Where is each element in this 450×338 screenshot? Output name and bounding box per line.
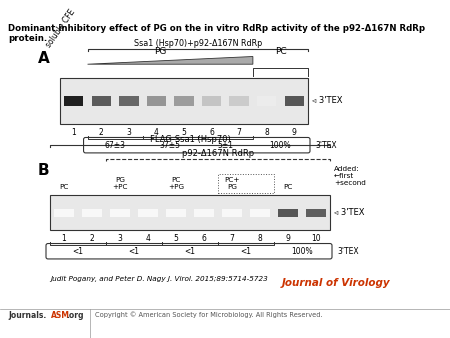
Bar bbox=[92, 96, 111, 106]
Text: Journal of Virology: Journal of Virology bbox=[281, 278, 390, 288]
Text: <1: <1 bbox=[184, 247, 195, 256]
Text: 5: 5 bbox=[181, 128, 186, 137]
Bar bbox=[64, 96, 83, 106]
Bar bbox=[250, 209, 270, 217]
Text: 67±3: 67±3 bbox=[104, 141, 126, 150]
Text: Copyright © American Society for Microbiology. All Rights Reserved.: Copyright © American Society for Microbi… bbox=[95, 311, 323, 318]
Text: 4: 4 bbox=[145, 234, 150, 243]
Bar bbox=[174, 96, 194, 106]
Text: <1: <1 bbox=[129, 247, 140, 256]
Text: 37±5: 37±5 bbox=[160, 141, 181, 150]
Text: PG: PG bbox=[154, 47, 166, 55]
Text: 1: 1 bbox=[62, 234, 67, 243]
Text: 9: 9 bbox=[292, 128, 297, 137]
Text: PC: PC bbox=[59, 184, 69, 190]
Text: 6: 6 bbox=[209, 128, 214, 137]
Text: 100%: 100% bbox=[291, 247, 313, 256]
Text: p92-Δ167N RdRp: p92-Δ167N RdRp bbox=[182, 149, 254, 158]
Bar bbox=[147, 96, 166, 106]
Text: 3'TEX: 3'TEX bbox=[315, 141, 337, 150]
Bar bbox=[202, 96, 221, 106]
Text: 2: 2 bbox=[99, 128, 104, 137]
Text: Ssa1 (Hsp70)+p92-Δ167N RdRp: Ssa1 (Hsp70)+p92-Δ167N RdRp bbox=[134, 39, 262, 48]
Text: <1: <1 bbox=[240, 247, 252, 256]
Text: <1: <1 bbox=[72, 247, 84, 256]
Text: 3: 3 bbox=[117, 234, 122, 243]
Bar bbox=[138, 209, 158, 217]
Bar bbox=[166, 209, 186, 217]
Text: PC+
PG: PC+ PG bbox=[224, 176, 240, 190]
Bar bbox=[230, 96, 249, 106]
Text: Added:
←first
+second: Added: ←first +second bbox=[334, 166, 366, 186]
Text: PG
+PC: PG +PC bbox=[112, 176, 128, 190]
Text: 5±1: 5±1 bbox=[217, 141, 234, 150]
Bar bbox=[50, 195, 330, 230]
Text: 3'TEX: 3'TEX bbox=[337, 247, 359, 256]
Text: PC: PC bbox=[274, 47, 286, 55]
Text: 7: 7 bbox=[237, 128, 242, 137]
Text: .org: .org bbox=[66, 311, 84, 320]
Text: 2: 2 bbox=[90, 234, 94, 243]
Text: Journals.: Journals. bbox=[8, 311, 46, 320]
Bar bbox=[194, 209, 214, 217]
Text: Judit Pogany, and Peter D. Nagy J. Virol. 2015;89:5714-5723: Judit Pogany, and Peter D. Nagy J. Virol… bbox=[50, 276, 268, 282]
Bar bbox=[218, 174, 274, 193]
Text: 8: 8 bbox=[264, 128, 269, 137]
Bar bbox=[257, 96, 276, 106]
Bar bbox=[306, 209, 326, 217]
Text: PC: PC bbox=[284, 184, 292, 190]
Text: 9: 9 bbox=[286, 234, 290, 243]
Bar bbox=[82, 209, 102, 217]
Text: 5: 5 bbox=[174, 234, 179, 243]
Text: 10: 10 bbox=[311, 234, 321, 243]
Bar bbox=[278, 209, 298, 217]
Text: 7: 7 bbox=[230, 234, 234, 243]
Text: 3: 3 bbox=[126, 128, 131, 137]
Text: 8: 8 bbox=[257, 234, 262, 243]
Text: 1: 1 bbox=[72, 128, 76, 137]
Text: FLAG-Ssa1 (Hsp70): FLAG-Ssa1 (Hsp70) bbox=[149, 135, 230, 144]
Text: B: B bbox=[38, 163, 50, 177]
Text: ASM: ASM bbox=[51, 311, 70, 320]
Bar bbox=[222, 209, 242, 217]
Text: soluble CFE: soluble CFE bbox=[44, 7, 77, 49]
Text: A: A bbox=[38, 51, 50, 66]
Polygon shape bbox=[88, 56, 253, 64]
Text: Dominant inhibitory effect of PG on the in vitro RdRp activity of the p92-Δ167N : Dominant inhibitory effect of PG on the … bbox=[8, 24, 425, 43]
Text: ◃ 3'TEX: ◃ 3'TEX bbox=[334, 208, 364, 217]
FancyBboxPatch shape bbox=[84, 138, 310, 153]
FancyBboxPatch shape bbox=[46, 243, 332, 259]
Text: 4: 4 bbox=[154, 128, 159, 137]
Bar bbox=[54, 209, 74, 217]
Bar bbox=[284, 96, 304, 106]
Bar bbox=[60, 78, 308, 124]
Bar bbox=[110, 209, 130, 217]
Text: PC
+PG: PC +PG bbox=[168, 176, 184, 190]
Bar bbox=[119, 96, 139, 106]
Text: 100%: 100% bbox=[270, 141, 291, 150]
Text: ◃ 3'TEX: ◃ 3'TEX bbox=[312, 96, 342, 105]
Text: 6: 6 bbox=[202, 234, 207, 243]
